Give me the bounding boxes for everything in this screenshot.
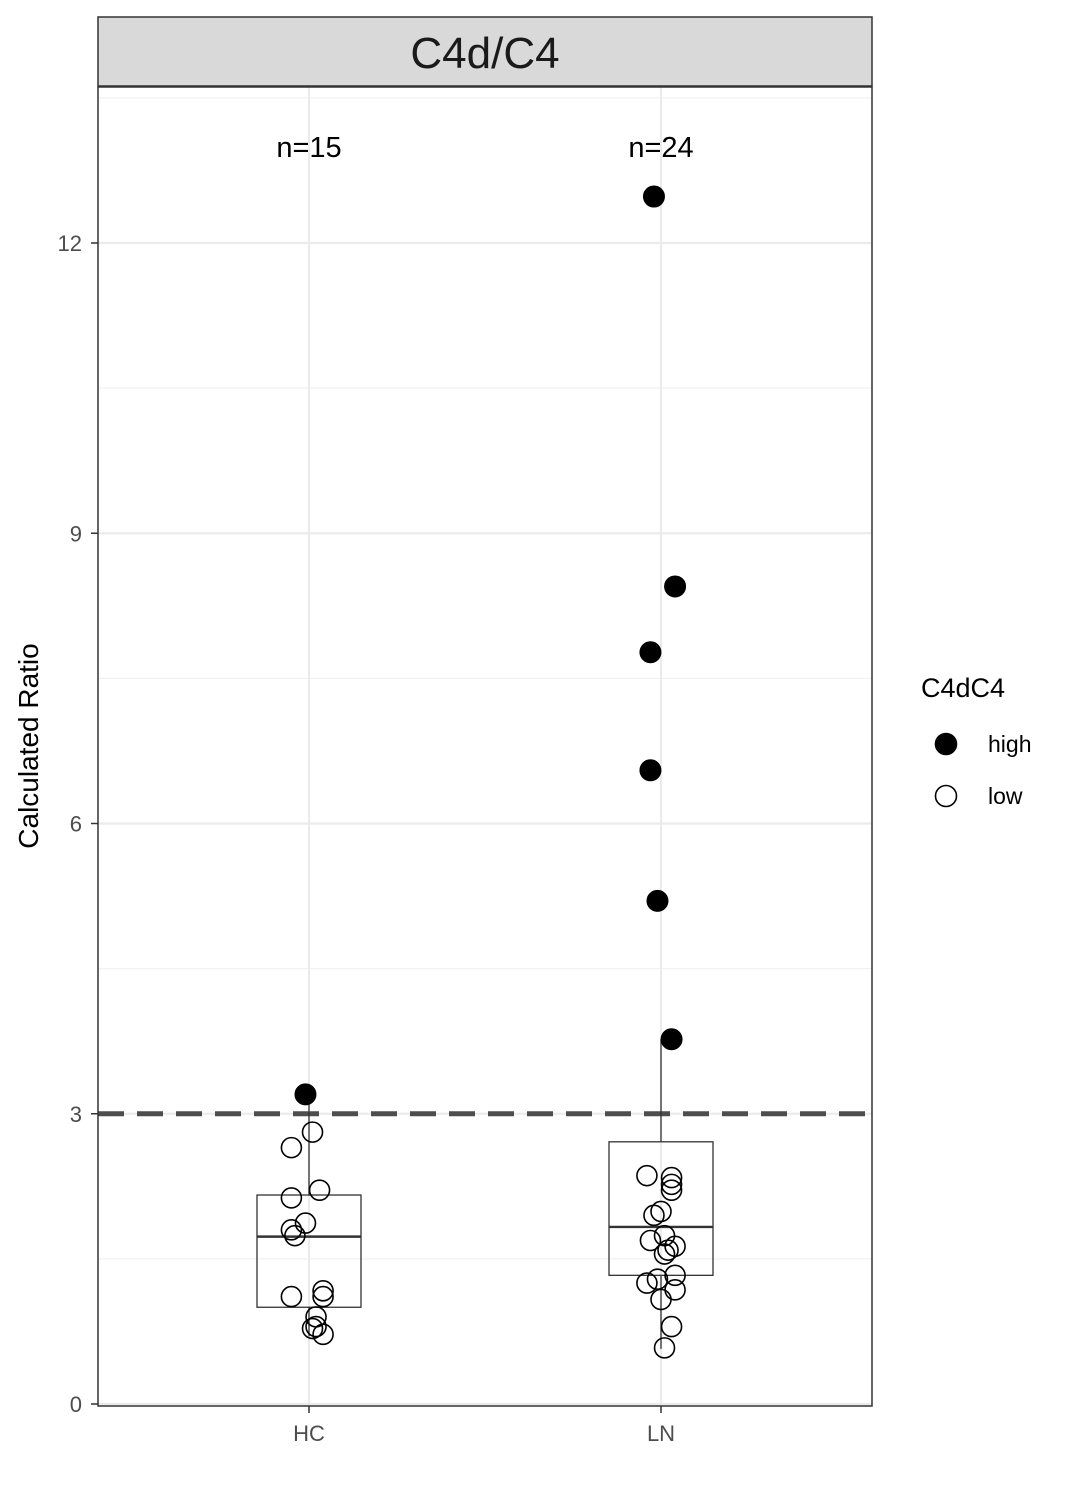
y-tick-label-4: 12 [58,231,82,256]
plot-panel [98,87,872,1406]
legend-key-high [934,732,958,756]
data-point-LN-22 [660,1166,683,1189]
data-point-LN-16 [664,575,687,598]
data-point-LN-24 [660,1179,683,1201]
data-point-LN-18 [639,759,662,782]
box-layer [256,1039,714,1349]
legend-label-high: high [988,731,1031,757]
data-point-HC-12 [305,1315,327,1338]
data-point-LN-33 [646,1268,669,1290]
data-point-HC-14 [312,1323,334,1346]
data-point-LN-34 [636,1272,658,1294]
x-tick-label-HC: HC [293,1421,325,1446]
point-layer [280,185,687,1359]
data-point-LN-28 [639,1229,662,1252]
plot-panel-border [97,86,873,1407]
count-layer: n=15 n=24 [276,132,693,164]
data-point-HC-0 [294,1083,317,1106]
data-point-LN-20 [660,1028,683,1051]
data-point-HC-10 [280,1285,303,1308]
data-point-HC-13 [301,1317,324,1340]
data-point-LN-38 [653,1337,676,1359]
data-point-HC-4 [280,1187,303,1209]
data-point-HC-7 [284,1224,306,1247]
data-point-LN-36 [650,1288,672,1311]
data-point-HC-6 [280,1219,303,1241]
legend-key-low [934,784,958,808]
data-point-LN-21 [636,1164,658,1187]
y-tick-label-3: 9 [70,521,82,546]
data-point-HC-3 [308,1179,331,1201]
legend-title: C4dC4 [921,673,1005,703]
data-point-HC-2 [280,1136,303,1159]
data-point-HC-1 [301,1121,324,1143]
data-point-LN-19 [646,889,669,912]
box-body-LN [608,1141,714,1276]
legend-label-low: low [988,783,1023,809]
facet-strip-title: C4d/C4 [410,29,559,78]
facet-strip [97,16,873,87]
count-label-HC: n=15 [276,132,341,164]
data-point-LN-15 [642,185,665,208]
data-point-HC-9 [312,1285,334,1308]
legend: C4dC4 high low [921,673,1031,809]
x-tick-label-LN: LN [647,1421,675,1446]
y-tick-label-2: 6 [70,812,82,837]
axis-layer: 0 3 6 9 12 HC LN [58,231,676,1446]
data-point-LN-23 [660,1173,683,1196]
data-point-LN-30 [657,1239,679,1261]
y-tick-label-0: 0 [70,1392,82,1417]
y-axis-title: Calculated Ratio [13,643,44,848]
data-point-HC-5 [294,1212,317,1234]
data-point-LN-37 [660,1315,683,1338]
data-point-LN-17 [639,641,662,664]
data-point-LN-26 [643,1204,665,1227]
data-point-LN-31 [653,1243,676,1265]
data-point-LN-32 [664,1264,686,1287]
y-tick-label-1: 3 [70,1102,82,1127]
data-point-HC-8 [312,1280,334,1302]
box-body-HC [256,1194,362,1308]
count-label-LN: n=24 [628,132,693,164]
